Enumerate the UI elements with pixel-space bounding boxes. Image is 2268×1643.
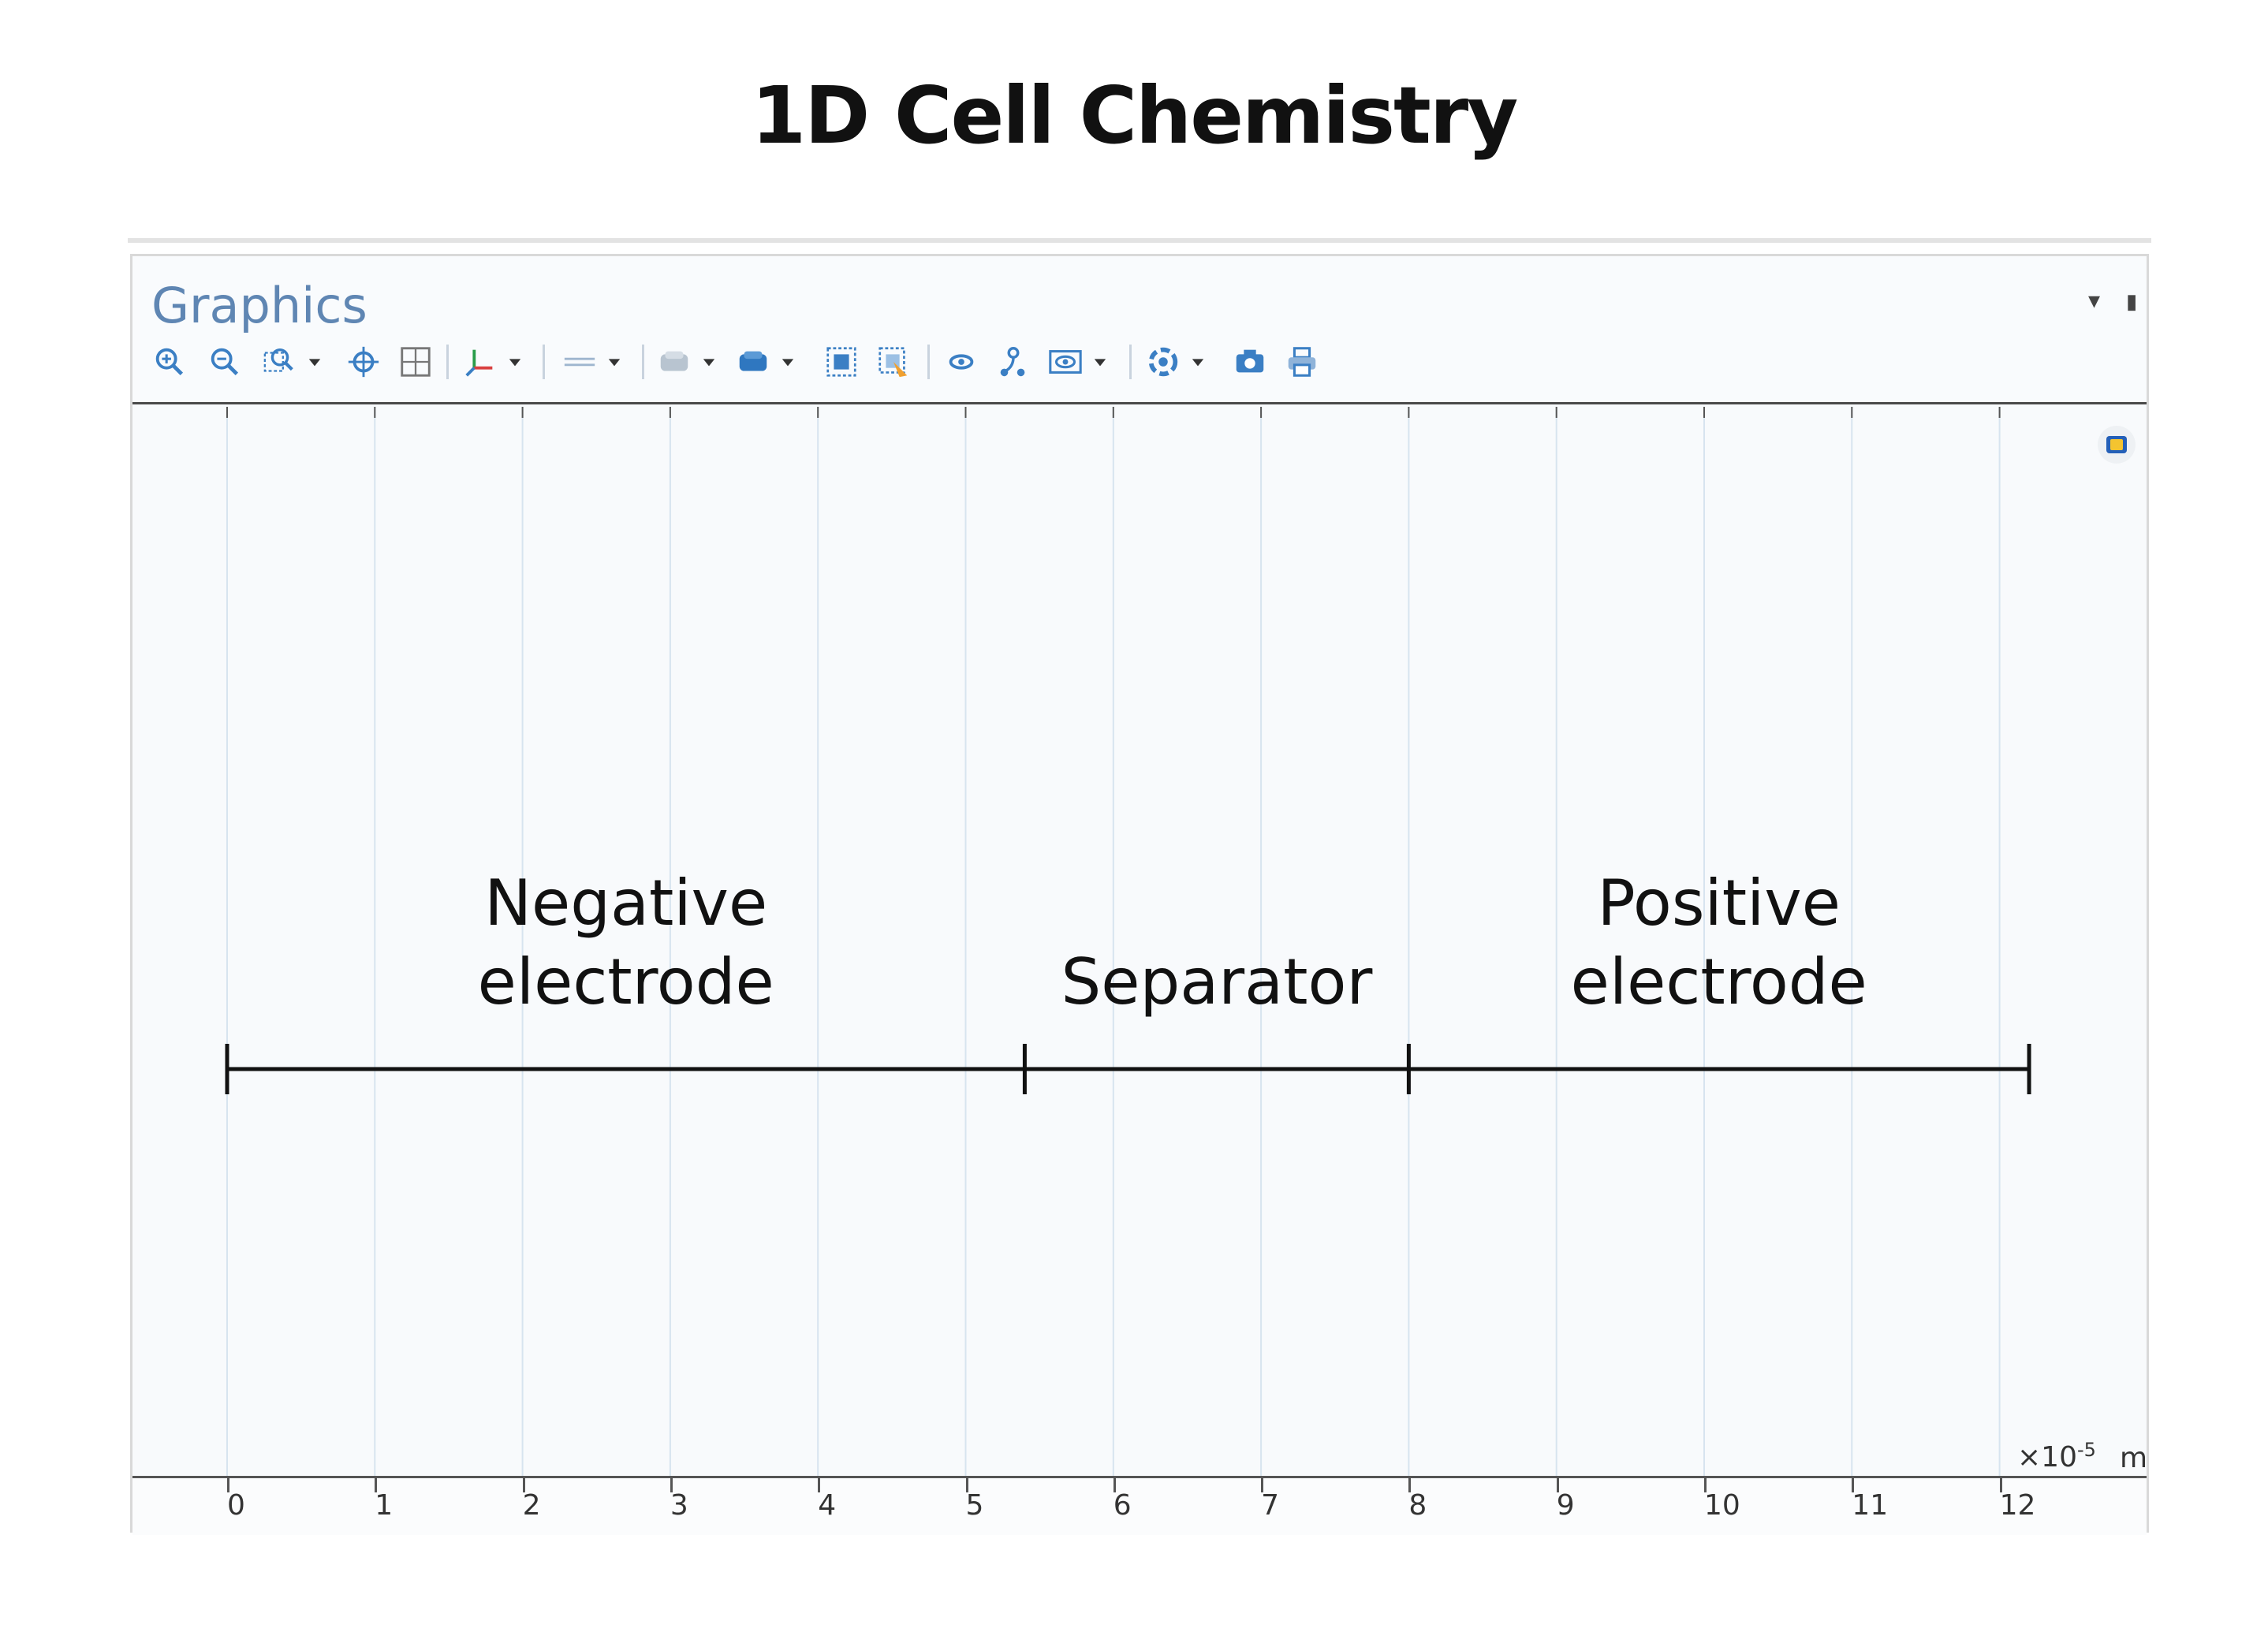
axis-tick-label: 5 — [965, 1489, 984, 1522]
camera-icon[interactable] — [1229, 340, 1271, 384]
axis-tick-mark — [1852, 1478, 1855, 1492]
axis-tick-mark — [522, 1478, 525, 1492]
zoom-extents-icon[interactable] — [342, 340, 385, 384]
graphics-toolbar — [148, 340, 1647, 387]
axis-tick-label: 1 — [375, 1489, 394, 1522]
axis-tick-label: 9 — [1556, 1489, 1575, 1522]
toolbar-separator — [642, 345, 644, 379]
axis-scale-label: ×10-5 — [2017, 1439, 2096, 1473]
axis-tick-label: 3 — [670, 1489, 688, 1522]
graphics-window: Graphics ▾ ▮ — [130, 254, 2149, 1535]
pin-icon[interactable]: ▮ — [2126, 289, 2138, 313]
axis-tick-mark — [227, 1478, 229, 1492]
plot-canvas — [225, 407, 2136, 1476]
zoom-to-selection-icon[interactable] — [394, 340, 437, 384]
chevron-down-icon[interactable] — [1088, 340, 1112, 384]
zoom-in-icon[interactable] — [148, 340, 191, 384]
region-label: Positive electrode — [1570, 866, 1867, 1019]
view-settings-icon[interactable] — [653, 340, 696, 384]
axis-tick-label: 8 — [1408, 1489, 1427, 1522]
zoom-out-icon[interactable] — [203, 340, 246, 384]
toolbar-separator — [927, 345, 930, 379]
axis-tick-label: 4 — [818, 1489, 837, 1522]
axis-tick-mark — [1261, 1478, 1264, 1492]
chevron-down-icon[interactable] — [776, 340, 800, 384]
toolbar-separator — [1129, 345, 1132, 379]
axis-tick-label: 10 — [1704, 1489, 1740, 1522]
chevron-down-icon[interactable] — [503, 340, 527, 384]
menu-dropdown-icon[interactable]: ▾ — [2088, 288, 2101, 314]
view-icon[interactable] — [1044, 340, 1087, 384]
axis-tick-label: 6 — [1113, 1489, 1132, 1522]
axis-tick-mark — [1556, 1478, 1559, 1492]
plot-area[interactable]: Negative electrode Separator Positive elec… — [132, 407, 2147, 1476]
axes-orientation-icon[interactable] — [459, 340, 502, 384]
zoom-box-icon[interactable] — [259, 340, 301, 384]
axis-tick-label: 12 — [1999, 1489, 2036, 1522]
divider — [128, 238, 2151, 243]
region-label: Separator — [1061, 945, 1373, 1019]
axis-tick-label: 0 — [227, 1489, 245, 1522]
axis-tick-mark — [1408, 1478, 1412, 1492]
chevron-down-icon[interactable] — [602, 340, 626, 384]
axis-tick-mark — [375, 1478, 378, 1492]
toolbar-separator — [543, 345, 545, 379]
toolbar-separator — [446, 345, 449, 379]
graphics-header: Graphics ▾ ▮ — [132, 256, 2147, 404]
reset-view-icon[interactable] — [1142, 340, 1184, 384]
region-label: Negative electrode — [477, 866, 774, 1019]
axis-tick-label: 2 — [522, 1489, 541, 1522]
axis-tick-label: 7 — [1261, 1489, 1279, 1522]
axis-tick-label: 11 — [1852, 1489, 1889, 1522]
print-icon[interactable] — [1281, 340, 1323, 384]
axis-tick-mark — [965, 1478, 968, 1492]
window-title: Graphics — [151, 277, 367, 334]
axis-tick-mark — [670, 1478, 673, 1492]
show-all-icon[interactable] — [992, 340, 1035, 384]
axis-tick-mark — [1704, 1478, 1707, 1492]
chevron-down-icon[interactable] — [697, 340, 721, 384]
axis-unit-label: m — [2120, 1442, 2148, 1474]
grid-line-icon[interactable] — [558, 340, 601, 384]
clear-selection-icon[interactable] — [872, 340, 915, 384]
select-box-icon[interactable] — [820, 340, 863, 384]
axis-tick-mark — [818, 1478, 821, 1492]
color-legend-icon[interactable] — [2098, 426, 2136, 464]
axis-tick-mark — [1113, 1478, 1116, 1492]
x-axis: 0 1 2 3 4 5 6 7 8 9 10 11 12 ×10-5 m — [132, 1439, 2147, 1535]
chevron-down-icon[interactable] — [303, 340, 326, 384]
hide-icon[interactable] — [940, 340, 983, 384]
chevron-down-icon[interactable] — [1186, 340, 1210, 384]
render-mode-icon[interactable] — [732, 340, 774, 384]
axis-tick-mark — [1999, 1478, 2002, 1492]
page-title: 1D Cell Chemistry — [751, 69, 1519, 162]
